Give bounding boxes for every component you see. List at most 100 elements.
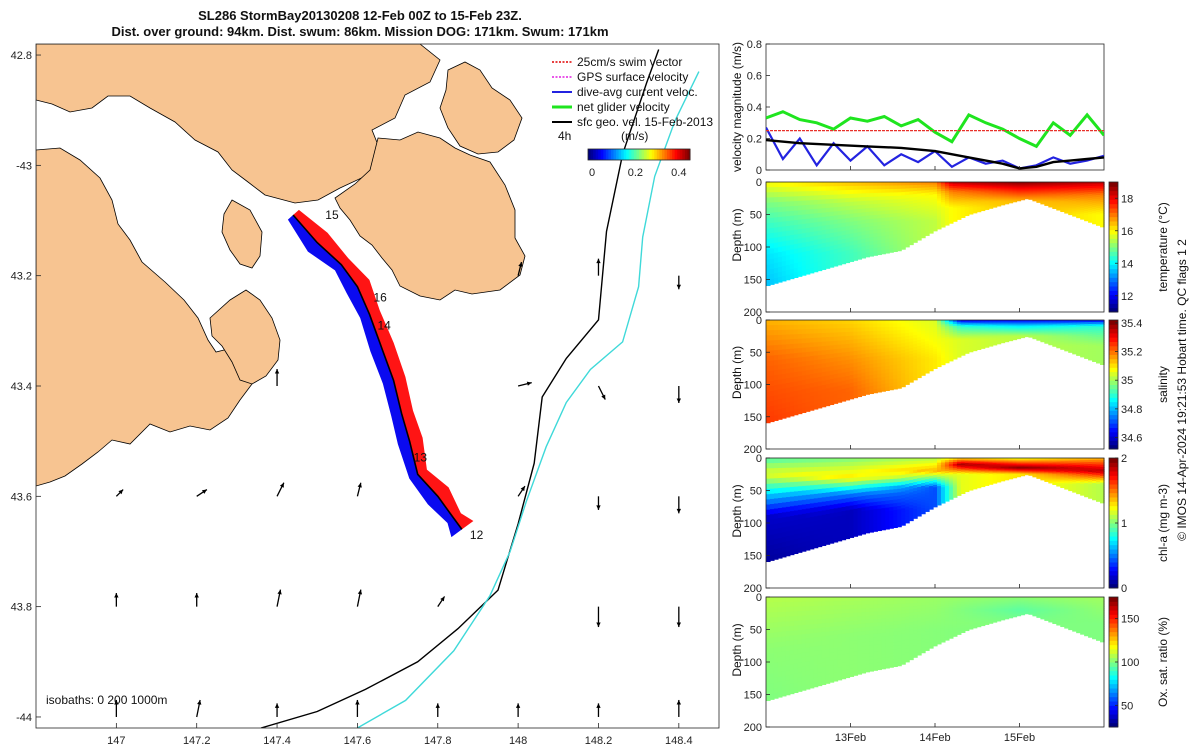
section-cell (940, 204, 946, 208)
section-cell (1020, 322, 1026, 325)
section-cell (853, 228, 859, 234)
section-cell (956, 484, 962, 487)
section-cell (813, 360, 819, 366)
section-cell (964, 338, 970, 341)
section-cell (797, 262, 803, 268)
section-cell (1056, 200, 1061, 203)
section-cell (960, 183, 966, 187)
section-cell (1048, 323, 1053, 326)
section-cell (921, 320, 926, 324)
section-cell (773, 405, 779, 411)
section-cell (917, 210, 922, 215)
section-cell (889, 217, 894, 222)
section-cell (1084, 193, 1089, 197)
section-cell (992, 481, 998, 484)
section-cell (1072, 192, 1077, 195)
section-cell (777, 251, 783, 258)
section-cell (849, 529, 855, 534)
section-cell (1084, 210, 1089, 214)
section-cell (873, 214, 878, 220)
section-cell (1028, 330, 1034, 332)
section-cell (873, 520, 878, 525)
section-cell (1052, 337, 1057, 339)
section-cell (1036, 329, 1041, 331)
sfc-velocity-arrowhead (277, 589, 282, 595)
section-cell (972, 336, 978, 339)
section-cell (1012, 182, 1018, 185)
section-cell (1032, 194, 1037, 196)
section-cell (1096, 194, 1101, 198)
section-cell (976, 344, 982, 348)
section-cell (905, 464, 910, 469)
section-cell (929, 478, 934, 482)
section-cell (829, 228, 835, 234)
section-cell (893, 337, 898, 342)
section-cell (925, 219, 930, 223)
section-cell (1032, 322, 1037, 325)
section-cell (980, 469, 986, 472)
section-cell (901, 326, 906, 331)
section-colorbar-segment (1109, 328, 1118, 334)
section-cell (769, 202, 775, 209)
section-cell (897, 233, 902, 238)
section-cell (845, 482, 851, 487)
section-cell (1004, 323, 1010, 325)
section-cell (1052, 323, 1057, 326)
section-cell (781, 256, 787, 262)
section-cell (1004, 327, 1010, 330)
section-cell (813, 377, 819, 383)
section-cell (885, 341, 890, 346)
section-cell (1012, 476, 1018, 479)
section-cell (917, 219, 922, 224)
section-cell (909, 369, 914, 374)
section-cell (769, 483, 775, 490)
section-cell (976, 460, 982, 464)
section-cell (829, 194, 835, 200)
section-cell (865, 345, 870, 351)
section-cell (833, 336, 839, 342)
section-cell (1040, 323, 1045, 325)
section-cell (1012, 198, 1018, 201)
section-cell (865, 506, 870, 511)
section-cell (948, 320, 954, 323)
section-cell (777, 241, 783, 248)
section-cell (1028, 325, 1034, 327)
section-cell (964, 183, 970, 186)
section-cell (968, 204, 974, 207)
section-cell (925, 474, 930, 478)
section-cell (785, 339, 791, 345)
section-cell (789, 467, 795, 474)
section-cell (1072, 335, 1077, 338)
section-cell (917, 225, 922, 229)
section-cell (992, 463, 998, 465)
sfc-velocity-arrowhead (435, 703, 440, 708)
section-cell (897, 495, 902, 500)
section-cell (917, 237, 922, 241)
section-cell (817, 212, 823, 219)
section-cell (913, 230, 918, 234)
section-cell (1080, 320, 1085, 323)
section-cell (853, 374, 859, 379)
section-cell (877, 519, 882, 524)
section-cell (857, 335, 863, 340)
section-cell (781, 467, 787, 474)
section-cell (1092, 198, 1097, 202)
map-colorbar-segment (626, 149, 630, 160)
section-cell (996, 340, 1002, 342)
section-cell (929, 473, 934, 477)
section-cell (1000, 338, 1006, 340)
section-cell (801, 195, 807, 202)
section-cell (797, 338, 803, 344)
section-cell (766, 249, 771, 255)
section-cell (1024, 197, 1030, 200)
section-cell (988, 342, 994, 344)
section-cell (777, 502, 783, 509)
section-cell (988, 343, 994, 346)
section-cell (897, 230, 902, 235)
section-cell (956, 323, 962, 327)
section-cell (925, 330, 930, 334)
section-cell (1008, 477, 1014, 480)
section-cell (1008, 466, 1014, 468)
section-ytick-label: 100 (744, 242, 762, 254)
